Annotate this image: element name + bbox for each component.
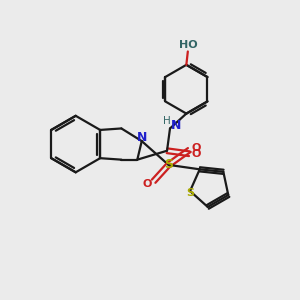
Text: O: O: [191, 142, 200, 153]
Text: N: N: [136, 131, 147, 144]
Text: HO: HO: [178, 40, 197, 50]
Text: S: S: [186, 188, 194, 197]
Text: N: N: [171, 119, 182, 132]
Text: H: H: [163, 116, 170, 126]
Text: O: O: [191, 149, 200, 159]
Text: S: S: [164, 158, 173, 171]
Text: O: O: [142, 178, 152, 189]
